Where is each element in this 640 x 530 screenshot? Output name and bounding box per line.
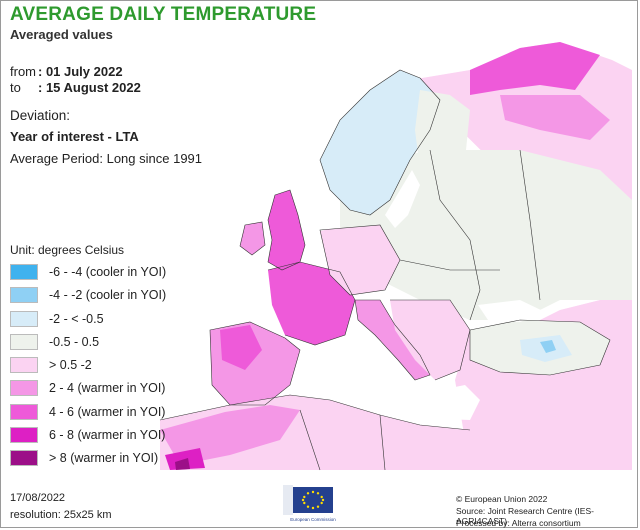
legend-swatch (10, 264, 38, 280)
to-row: to (10, 80, 21, 95)
from-label: from (10, 64, 36, 79)
sea-mediterranean (290, 370, 480, 420)
from-row: from (10, 64, 36, 79)
sea-black (478, 300, 545, 322)
legend-item: -0.5 - 0.5 (10, 333, 99, 351)
legend-item: -4 - -2 (cooler in YOI) (10, 286, 166, 304)
legend-swatch (10, 357, 38, 373)
legend-item: -6 - -4 (cooler in YOI) (10, 263, 166, 281)
land-ne-warm (500, 95, 610, 140)
legend-label: -0.5 - 0.5 (49, 335, 100, 349)
footer-source: Source: Joint Research Centre (IES-AGRI4… (456, 506, 594, 526)
footer-copyright: © European Union 2022 (456, 494, 548, 504)
legend-label: 2 - 4 (warmer in YOI) (49, 381, 166, 395)
land-morocco-hottest (175, 458, 190, 470)
land-finland (415, 90, 470, 180)
legend-label: -6 - -4 (cooler in YOI) (49, 265, 167, 279)
land-kola (470, 42, 600, 95)
legend-unit: Unit: degrees Celsius (10, 243, 125, 257)
legend-item: 2 - 4 (warmer in YOI) (10, 379, 165, 397)
sea-north (300, 195, 340, 232)
legend-swatch (10, 427, 38, 443)
legend-swatch (10, 450, 38, 466)
land-britain (268, 190, 305, 270)
footer-processed: Processed by: Alterra consortium (456, 518, 581, 528)
average-period: Average Period: Long since 1991 (10, 151, 203, 166)
land-ireland (240, 222, 265, 255)
from-value-row: : 01 July 2022 (38, 64, 123, 79)
to-value: : 15 August 2022 (38, 80, 141, 95)
land-turkey-cooler (540, 340, 556, 353)
legend-swatch (10, 404, 38, 420)
legend-item: -2 - < -0.5 (10, 310, 104, 328)
legend-label: -2 - < -0.5 (49, 312, 104, 326)
legend-swatch (10, 334, 38, 350)
to-value-row: : 15 August 2022 (38, 80, 141, 95)
land-balkans (390, 300, 470, 380)
legend-item: 4 - 6 (warmer in YOI) (10, 403, 165, 421)
legend-swatch (10, 287, 38, 303)
legend-label: > 0.5 -2 (49, 358, 92, 372)
legend-label: > 8 (warmer in YOI) (49, 451, 159, 465)
to-label: to (10, 80, 21, 95)
european-commission-logo: European Commission (283, 485, 336, 522)
logo-text: European Commission (290, 517, 336, 522)
land-france (268, 262, 355, 345)
land-scandinavia (320, 70, 440, 215)
land-italy (355, 300, 430, 380)
land-iberia-hot (220, 325, 262, 370)
comparison-label: Year of interest - LTA (10, 129, 139, 144)
legend-label: 6 - 8 (warmer in YOI) (49, 428, 166, 442)
land-germany (320, 225, 400, 295)
map-subtitle: Averaged values (10, 27, 113, 42)
legend-swatch (10, 311, 38, 327)
legend-swatch (10, 380, 38, 396)
legend-item: > 8 (warmer in YOI) (10, 449, 158, 467)
legend-label: 4 - 6 (warmer in YOI) (49, 405, 166, 419)
footer-date: 17/08/2022 (10, 492, 66, 504)
legend-item: > 0.5 -2 (10, 356, 92, 374)
from-value: : 01 July 2022 (38, 64, 123, 79)
europe-temperature-map (159, 42, 632, 471)
deviation-label: Deviation: (10, 108, 71, 123)
sea-baltic (385, 170, 420, 228)
footer-resolution: resolution: 25x25 km (10, 509, 112, 521)
legend-item: 6 - 8 (warmer in YOI) (10, 426, 165, 444)
legend-label: -4 - -2 (cooler in YOI) (49, 288, 167, 302)
country-borders (159, 69, 611, 471)
map-title: AVERAGE DAILY TEMPERATURE (10, 4, 317, 25)
